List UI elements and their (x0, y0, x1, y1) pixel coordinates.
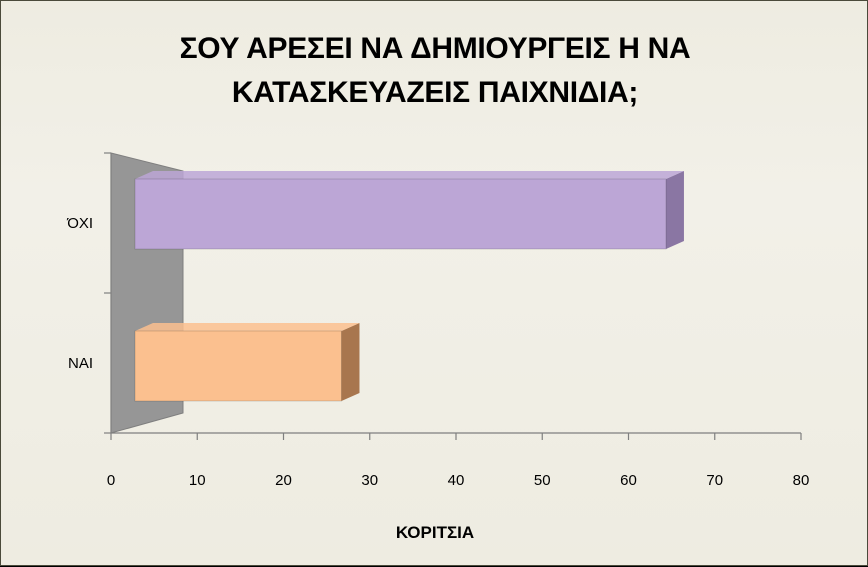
x-tick-label: 0 (107, 472, 115, 489)
bar (134, 330, 342, 402)
x-tick-label: 80 (793, 472, 810, 489)
chart-title: ΣΟΥ ΑΡΕΣΕΙ ΝΑ ΔΗΜΙΟΥΡΓΕΙΣ Η ΝΑ ΚΑΤΑΣΚΕΥΑ… (1, 27, 868, 115)
bar-top-face (135, 171, 684, 179)
bar (134, 178, 667, 250)
x-tick-label: 10 (189, 472, 206, 489)
bar-end-face (665, 171, 684, 249)
x-tick-label: 30 (361, 472, 378, 489)
chart-title-line-1: ΣΟΥ ΑΡΕΣΕΙ ΝΑ ΔΗΜΙΟΥΡΓΕΙΣ Η ΝΑ (179, 32, 691, 65)
chart-title-line-2: ΚΑΤΑΣΚΕΥΑΖΕΙΣ ΠΑΙΧΝΙΔΙΑ; (231, 76, 639, 109)
y-tick-label: ΌΧΙ (66, 215, 93, 232)
x-tick-label: 60 (620, 472, 637, 489)
bar-top-face (135, 323, 360, 331)
x-tick-label: 20 (275, 472, 292, 489)
bar-end-face (341, 323, 360, 401)
y-tick-label: ΝΑΙ (68, 355, 93, 372)
x-tick-label: 40 (448, 472, 465, 489)
x-axis-label: ΚΟΡΙΤΣΙΑ (395, 523, 475, 542)
x-tick-label: 70 (706, 472, 723, 489)
x-tick-label: 50 (534, 472, 551, 489)
